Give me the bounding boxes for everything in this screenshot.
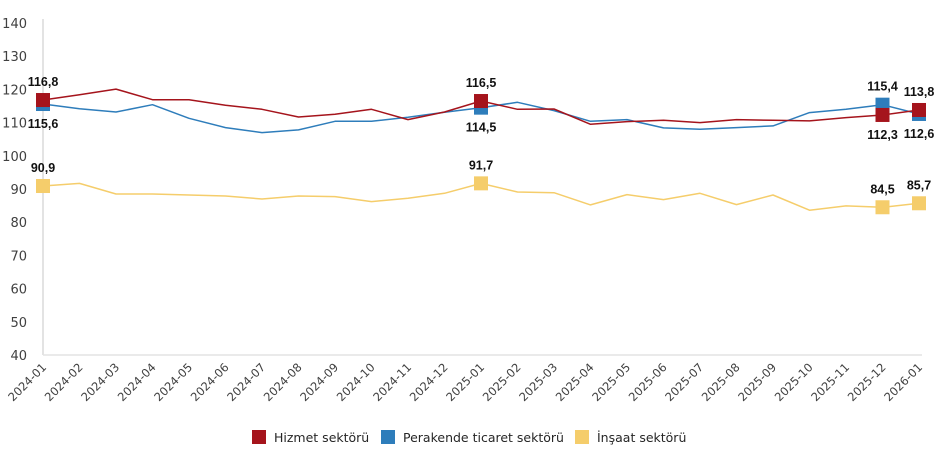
x-tick-label: 2025-07: [662, 360, 706, 404]
x-tick-label: 2024-09: [297, 360, 341, 404]
y-tick-label: 100: [2, 150, 27, 165]
legend: Hizmet sektörü Perakende ticaret sektörü İ…: [252, 430, 686, 445]
x-tick-label: 2024-10: [334, 360, 378, 404]
y-tick-label: 60: [10, 283, 27, 298]
data-label: 113,8: [904, 85, 935, 99]
legend-swatch: [381, 430, 395, 444]
y-axis-ticks: 40 50 60 70 80 90 100 110 120 130 140: [2, 17, 27, 364]
x-tick-label: 2026-01: [881, 360, 925, 404]
data-label: 90,9: [31, 161, 55, 175]
y-tick-label: 70: [10, 249, 27, 264]
legend-label: İnşaat sektörü: [597, 430, 686, 445]
data-label: 112,6: [904, 127, 935, 141]
x-tick-label: 2025-04: [553, 360, 597, 404]
legend-label: Hizmet sektörü: [274, 430, 369, 445]
x-tick-label: 2025-12: [845, 360, 889, 404]
y-tick-label: 50: [10, 316, 27, 331]
data-label: 115,6: [28, 117, 59, 131]
data-label: 91,7: [469, 158, 493, 172]
x-tick-label: 2025-10: [772, 360, 816, 404]
y-tick-label: 120: [2, 83, 27, 98]
x-tick-label: 2024-05: [151, 360, 195, 404]
data-marker: [474, 94, 488, 109]
x-tick-label: 2024-01: [5, 360, 49, 404]
x-tick-label: 2025-05: [589, 360, 633, 404]
legend-label: Perakende ticaret sektörü: [403, 430, 564, 445]
y-tick-label: 140: [2, 17, 27, 32]
x-axis-ticks: 2024-012024-022024-032024-042024-052024-…: [5, 360, 925, 404]
data-label: 115,4: [867, 80, 898, 94]
data-label: 116,5: [466, 76, 497, 90]
y-tick-label: 90: [10, 183, 27, 198]
data-label: 112,3: [867, 128, 898, 142]
data-marker: [875, 107, 890, 122]
legend-swatch: [575, 430, 589, 444]
legend-swatch: [252, 430, 266, 444]
x-tick-label: 2024-03: [78, 360, 122, 404]
y-tick-label: 130: [2, 50, 27, 65]
x-tick-label: 2025-02: [480, 360, 524, 404]
y-tick-label: 40: [10, 349, 27, 364]
data-marker: [474, 176, 488, 191]
x-tick-label: 2024-02: [42, 360, 86, 404]
x-tick-label: 2025-03: [516, 360, 560, 404]
data-label: 114,5: [466, 121, 497, 135]
x-tick-label: 2025-06: [626, 360, 670, 404]
data-labels: 90,9 91,7 84,5 85,7 115,6 114,5 115,4 112,6 116,…: [28, 75, 935, 196]
data-label: 85,7: [907, 178, 931, 192]
data-marker: [36, 93, 50, 108]
data-label: 84,5: [870, 182, 894, 196]
x-tick-label: 2025-11: [808, 360, 852, 404]
data-marker: [36, 179, 50, 194]
data-marker: [912, 102, 926, 117]
y-tick-label: 80: [10, 216, 27, 231]
data-marker: [912, 196, 926, 211]
data-label: 116,8: [28, 75, 59, 89]
x-tick-label: 2024-04: [115, 360, 159, 404]
x-tick-label: 2025-08: [699, 360, 743, 404]
x-tick-label: 2024-07: [224, 360, 268, 404]
x-tick-label: 2024-12: [407, 360, 451, 404]
series-markers: [36, 93, 926, 215]
x-tick-label: 2025-01: [443, 360, 487, 404]
x-tick-label: 2024-08: [261, 360, 305, 404]
y-tick-label: 110: [2, 117, 27, 132]
data-marker: [875, 200, 890, 215]
x-tick-label: 2024-06: [188, 360, 232, 404]
x-tick-label: 2025-09: [735, 360, 779, 404]
x-tick-label: 2024-11: [370, 360, 414, 404]
